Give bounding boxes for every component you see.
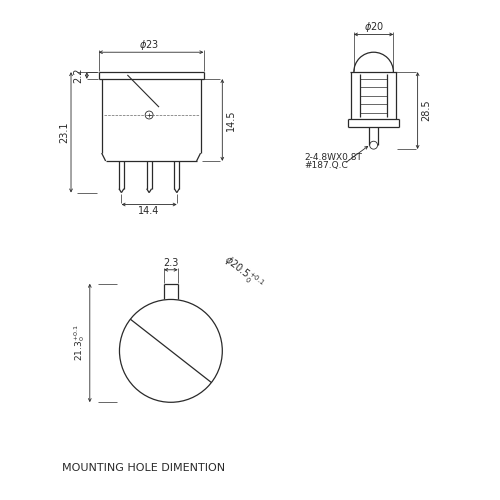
Text: $\phi$20.5$^{+0.1}_{0}$: $\phi$20.5$^{+0.1}_{0}$	[220, 252, 267, 294]
Text: 21.3$^{+0.1}_{0}$: 21.3$^{+0.1}_{0}$	[72, 324, 88, 362]
Text: 23.1: 23.1	[59, 122, 69, 143]
Text: 2-4.8WX0.8T: 2-4.8WX0.8T	[304, 153, 362, 162]
Text: 28.5: 28.5	[422, 100, 432, 122]
Text: $\phi$20: $\phi$20	[364, 20, 384, 34]
Text: $\phi$23: $\phi$23	[139, 38, 159, 52]
Text: 14.5: 14.5	[226, 109, 236, 130]
Text: 2.2: 2.2	[73, 68, 83, 83]
Text: MOUNTING HOLE DIMENTION: MOUNTING HOLE DIMENTION	[62, 462, 225, 472]
Text: 14.4: 14.4	[138, 206, 160, 216]
Text: 2.3: 2.3	[163, 258, 178, 268]
Text: #187.Q.C: #187.Q.C	[304, 161, 348, 170]
